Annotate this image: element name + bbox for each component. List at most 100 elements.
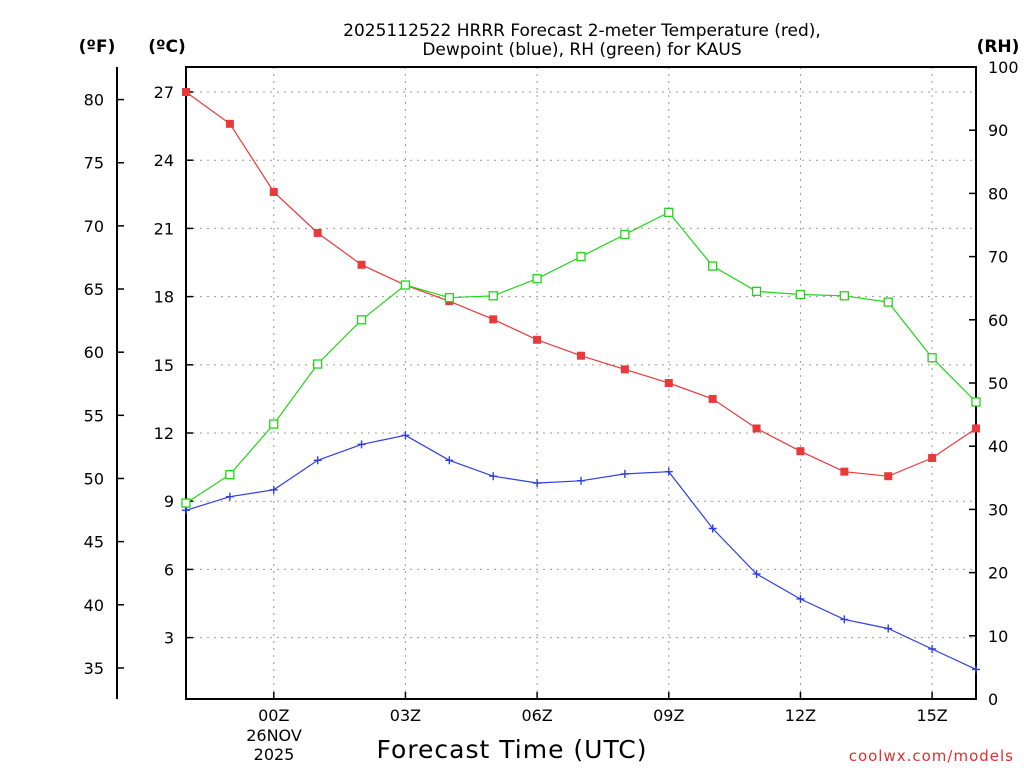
temperature-point: [752, 424, 761, 433]
series-temperature: [182, 88, 980, 481]
rh-point: [839, 291, 849, 301]
rh-tick-label: 50: [988, 374, 1008, 393]
fahrenheit-tick-label: 75: [84, 154, 104, 173]
rh-point: [971, 397, 981, 407]
dewpoint-point: [972, 665, 980, 674]
celsius-tick-label: 24: [154, 151, 174, 170]
dewpoint-line: [185, 434, 977, 670]
credit-text: coolwx.com/models: [849, 747, 1014, 765]
fahrenheit-tick-label: 45: [84, 533, 104, 552]
celsius-tick-label: 3: [164, 629, 174, 648]
rh-tick-label: 100: [988, 58, 1019, 77]
temperature-point: [533, 335, 542, 344]
dewpoint-point: [708, 524, 717, 533]
rh-tick-label: 80: [988, 184, 1008, 203]
x-axis-title: Forecast Time (UTC): [377, 735, 648, 764]
celsius-unit-label: (ºC): [148, 37, 186, 57]
date-day-label: 26NOV: [246, 726, 302, 745]
rh-point: [269, 419, 279, 429]
temperature-point: [708, 394, 717, 403]
axis-ticks: 3 6 9 12 15 18 21 24 27 00Z 03Z 06Z 09Z 12Z 15Z 35 40 45 5…: [84, 58, 1019, 725]
dewpoint-point: [752, 569, 761, 578]
rh-point: [620, 229, 630, 240]
celsius-tick-label: 21: [154, 219, 174, 238]
temperature-point: [357, 260, 366, 269]
rh-point: [181, 498, 191, 508]
chart-title-line1: 2025112522 HRRR Forecast 2-meter Tempera…: [343, 21, 821, 41]
chart-title-line2: Dewpoint (blue), RH (green) for KAUS: [422, 40, 741, 60]
x-tick-label: 00Z: [258, 706, 289, 725]
rh-point: [883, 297, 893, 307]
rh-point: [532, 274, 542, 284]
temperature-point: [972, 424, 980, 433]
dewpoint-point: [796, 594, 805, 603]
rh-tick-label: 30: [988, 500, 1008, 519]
dewpoint-point: [401, 431, 410, 440]
temperature-point: [313, 228, 322, 237]
temperature-point: [840, 467, 849, 476]
temperature-point: [664, 379, 673, 387]
rh-point: [313, 359, 323, 369]
rh-point: [927, 353, 937, 363]
celsius-tick-label: 9: [164, 492, 174, 511]
temperature-point: [225, 119, 234, 128]
fahrenheit-tick-label: 55: [84, 406, 104, 425]
temperature-line: [185, 91, 977, 477]
data-series: [181, 88, 981, 674]
x-tick-label: 15Z: [916, 706, 947, 725]
fahrenheit-tick-label: 80: [84, 91, 104, 110]
temperature-point: [928, 454, 937, 463]
rh-point: [576, 251, 586, 262]
x-tick-label: 09Z: [653, 706, 684, 725]
rh-tick-label: 20: [988, 564, 1008, 583]
fahrenheit-tick-label: 35: [84, 659, 104, 678]
fahrenheit-unit-label: (ºF): [79, 37, 116, 57]
dewpoint-point: [533, 479, 542, 488]
dewpoint-point: [269, 485, 278, 494]
temperature-point: [620, 365, 629, 374]
rh-tick-label: 10: [988, 627, 1008, 646]
rh-point: [751, 286, 762, 297]
celsius-tick-label: 18: [154, 288, 174, 307]
rh-point: [400, 280, 411, 290]
rh-point: [225, 469, 235, 480]
series-dewpoint: [182, 431, 980, 674]
temperature-point: [269, 188, 278, 197]
fahrenheit-tick-label: 50: [84, 469, 104, 488]
temperature-point: [182, 88, 190, 97]
rh-point: [664, 207, 674, 218]
fahrenheit-tick-label: 70: [84, 217, 104, 236]
rh-tick-label: 90: [988, 121, 1008, 140]
rh-tick-label: 60: [988, 311, 1008, 330]
rh-point: [795, 289, 806, 300]
x-tick-label: 12Z: [785, 706, 816, 725]
fahrenheit-tick-label: 65: [84, 280, 104, 299]
temperature-point: [796, 447, 805, 456]
rh-point: [356, 315, 367, 325]
rh-point: [708, 261, 718, 271]
dewpoint-point: [620, 469, 629, 478]
date-year-label: 2025: [254, 745, 295, 764]
rh-unit-label: (RH): [977, 37, 1020, 57]
x-tick-label: 03Z: [390, 706, 421, 725]
series-rh: [181, 207, 981, 508]
dewpoint-point: [357, 440, 366, 449]
dewpoint-point: [664, 467, 673, 476]
fahrenheit-tick-label: 40: [84, 596, 104, 615]
fahrenheit-tick-label: 60: [84, 343, 104, 362]
rh-tick-label: 70: [988, 248, 1008, 267]
celsius-tick-label: 12: [154, 424, 174, 443]
temperature-point: [577, 351, 585, 360]
dewpoint-point: [840, 615, 849, 624]
temperature-point: [884, 472, 893, 481]
dewpoint-point: [489, 472, 498, 481]
celsius-tick-label: 15: [154, 356, 174, 375]
dewpoint-point: [313, 456, 322, 465]
dewpoint-point: [928, 644, 937, 653]
rh-point: [488, 291, 498, 301]
rh-tick-label: 0: [988, 690, 998, 709]
celsius-tick-label: 27: [154, 83, 174, 102]
celsius-tick-label: 6: [164, 560, 174, 579]
x-tick-label: 06Z: [521, 706, 552, 725]
